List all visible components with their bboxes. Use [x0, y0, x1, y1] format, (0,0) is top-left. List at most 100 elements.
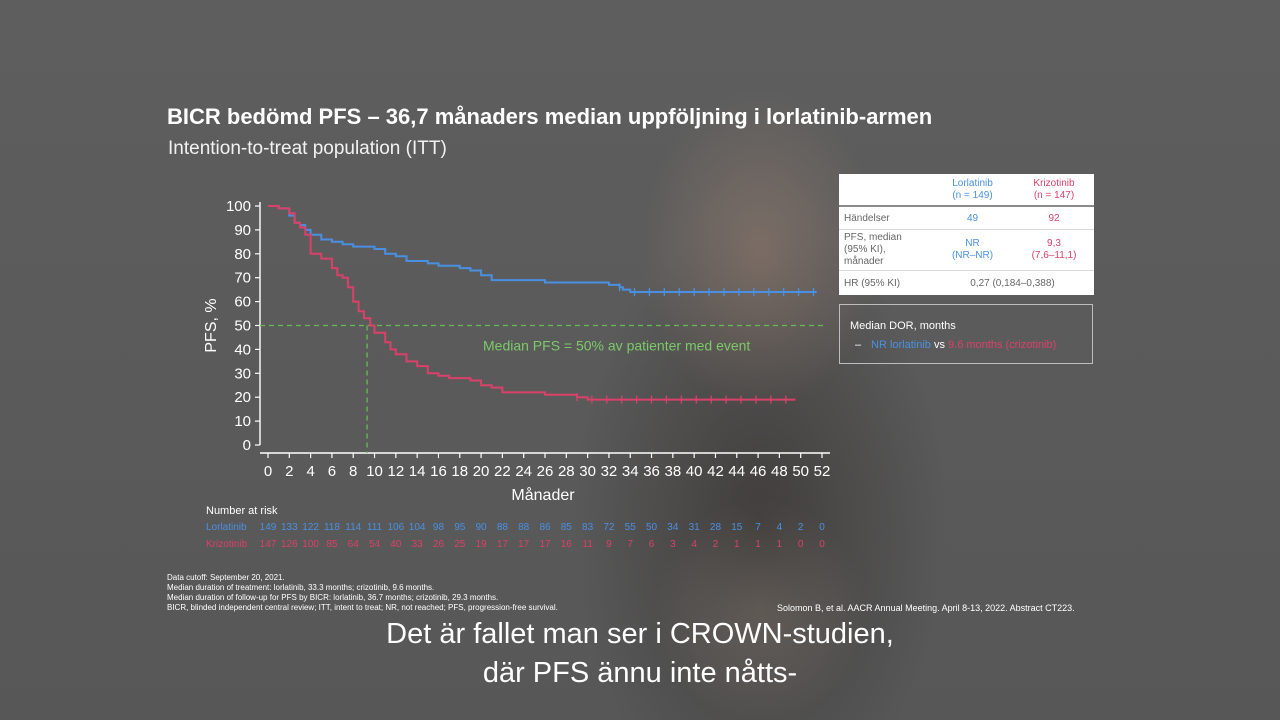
number-at-risk-value: 31 — [689, 522, 701, 533]
x-tick-label: 20 — [473, 463, 490, 480]
number-at-risk-value: 15 — [731, 522, 743, 533]
number-at-risk-value: 4 — [691, 539, 697, 550]
x-tick-label: 34 — [622, 463, 639, 480]
number-at-risk-value: 83 — [582, 522, 594, 533]
footnote-abbreviations: BICR, blinded independent central review… — [167, 603, 558, 612]
number-at-risk-value: 72 — [603, 522, 615, 533]
footnotes: Data cutoff: September 20, 2021. Median … — [167, 573, 558, 613]
number-at-risk-value: 149 — [260, 522, 277, 533]
number-at-risk-value: 1 — [734, 539, 740, 550]
number-at-risk-value: 86 — [539, 522, 551, 533]
number-at-risk-value: 2 — [798, 522, 804, 533]
number-at-risk-value: 17 — [539, 539, 551, 550]
number-at-risk-value: 6 — [649, 539, 655, 550]
pfs-median-lorlatinib: NR (NR–NR) — [951, 238, 994, 261]
x-tick-label: 12 — [388, 463, 405, 480]
reference-citation: Solomon B, et al. AACR Annual Meeting. A… — [777, 603, 1075, 613]
number-at-risk-value: 17 — [497, 539, 509, 550]
x-tick-label: 4 — [306, 463, 314, 480]
footnote-followup: Median duration of follow-up for PFS by … — [167, 593, 499, 602]
number-at-risk-value: 88 — [497, 522, 509, 533]
number-at-risk-value: 2 — [713, 539, 719, 550]
number-at-risk-value: 50 — [646, 522, 658, 533]
number-at-risk-value: 0 — [819, 539, 825, 550]
x-tick-label: 2 — [285, 463, 293, 480]
number-at-risk-value: 55 — [625, 522, 637, 533]
number-at-risk-value: 25 — [454, 539, 466, 550]
dor-vs: vs — [930, 339, 949, 351]
dor-line: – NR lorlatinib vs 9.6 months (crizotini… — [855, 339, 1057, 351]
events-krizotinib: 92 — [1048, 212, 1060, 224]
number-at-risk-value: 28 — [710, 522, 722, 533]
row-pfs-median: PFS, median (95% KI), månader NR (NR–NR)… — [839, 230, 1094, 271]
dor-dash: – — [855, 339, 862, 351]
number-at-risk-value: 1 — [777, 539, 783, 550]
dor-lorlatinib: NR lorlatinib — [871, 339, 931, 351]
km-curve-krizotinib — [268, 205, 796, 401]
x-tick-label: 16 — [430, 463, 447, 480]
y-tick-label: 90 — [234, 222, 251, 239]
x-tick-label: 8 — [349, 463, 357, 480]
number-at-risk-value: 126 — [281, 539, 298, 550]
footnote-treatment: Median duration of treatment: lorlatinib… — [167, 583, 435, 592]
number-at-risk-value: 64 — [348, 539, 360, 550]
x-tick-label: 24 — [515, 463, 532, 480]
x-tick-label: 36 — [643, 463, 660, 480]
dor-krizotinib: 9.6 months (crizotinib) — [948, 339, 1057, 351]
number-at-risk-value: 100 — [302, 539, 319, 550]
number-at-risk-value: 17 — [518, 539, 530, 550]
number-at-risk-value: 106 — [388, 522, 405, 533]
number-at-risk-value: 85 — [326, 539, 338, 550]
summary-table-header: Lorlatinib (n = 149) Krizotinib (n = 147… — [839, 174, 1094, 207]
x-tick-label: 48 — [771, 463, 788, 480]
subtitle-caption-line-2: där PFS ännu inte nåtts- — [482, 657, 798, 689]
y-axis-label: PFS, % — [203, 298, 220, 352]
number-at-risk-value: 34 — [667, 522, 679, 533]
x-tick-label: 44 — [728, 463, 745, 480]
y-tick-label: 0 — [243, 437, 251, 454]
number-at-risk-value: 7 — [627, 539, 633, 550]
row-events: Händelser 49 92 — [839, 207, 1094, 230]
number-at-risk-value: 7 — [755, 522, 761, 533]
y-tick-label: 100 — [226, 198, 251, 215]
number-at-risk-value: 95 — [454, 522, 466, 533]
number-at-risk-value: 118 — [324, 522, 340, 533]
number-at-risk-value: 26 — [433, 539, 445, 550]
y-tick-label: 10 — [234, 413, 251, 430]
number-at-risk-value: 54 — [369, 539, 381, 550]
number-at-risk-label-krizotinib: Krizotinib — [206, 539, 248, 550]
pfs-median-krizotinib: 9,3 (7,6–11,1) — [1031, 238, 1077, 261]
number-at-risk-value: 33 — [412, 539, 424, 550]
x-tick-label: 18 — [451, 463, 468, 480]
x-tick-label: 0 — [264, 463, 272, 480]
y-tick-label: 70 — [234, 270, 251, 287]
x-tick-label: 40 — [686, 463, 703, 480]
x-axis-label: Månader — [511, 486, 575, 504]
median-reference-label: Median PFS = 50% av patienter med event — [483, 338, 750, 354]
header-lorlatinib: Lorlatinib (n = 149) — [952, 177, 993, 201]
y-tick-label: 40 — [234, 341, 251, 358]
row-hr: HR (95% KI) 0,27 (0,184–0,388) — [839, 271, 1094, 295]
number-at-risk-value: 4 — [777, 522, 783, 533]
x-tick-label: 30 — [579, 463, 596, 480]
y-tick-label: 50 — [234, 318, 251, 335]
median-dor-box: Median DOR, months – NR lorlatinib vs 9.… — [839, 304, 1093, 364]
slide-subtitle: Intention-to-treat population (ITT) — [168, 138, 447, 159]
number-at-risk-value: 147 — [260, 539, 277, 550]
hr-label: HR (95% KI) — [844, 277, 901, 289]
km-curve-lorlatinib — [268, 205, 817, 293]
x-tick-label: 32 — [601, 463, 618, 480]
y-tick-label: 80 — [234, 246, 251, 263]
footnote-cutoff: Data cutoff: September 20, 2021. — [167, 573, 285, 582]
header-krizotinib: Krizotinib (n = 147) — [1033, 177, 1075, 201]
number-at-risk-value: 104 — [409, 522, 426, 533]
x-tick-label: 50 — [792, 463, 809, 480]
number-at-risk-title: Number at risk — [206, 505, 278, 517]
x-tick-label: 38 — [665, 463, 682, 480]
number-at-risk-value: 133 — [281, 522, 298, 533]
x-tick-label: 52 — [814, 463, 831, 480]
x-tick-label: 42 — [707, 463, 724, 480]
x-tick-label: 6 — [328, 463, 336, 480]
number-at-risk-value: 0 — [798, 539, 804, 550]
x-tick-label: 22 — [494, 463, 511, 480]
